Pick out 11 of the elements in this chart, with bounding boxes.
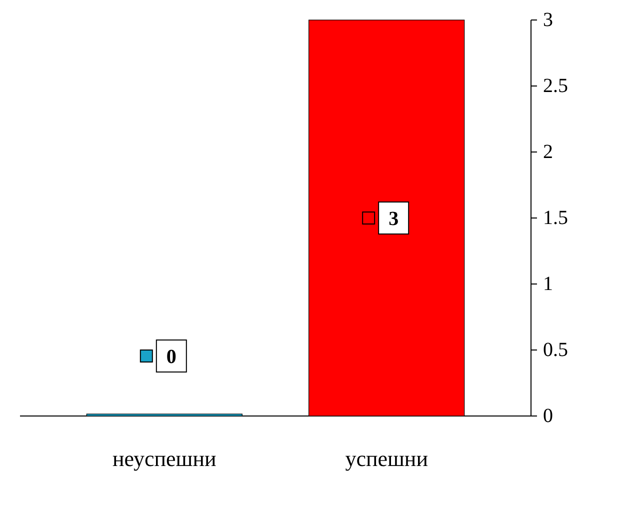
y-tick-label: 1.5 (543, 207, 568, 229)
y-tick-label: 0 (543, 405, 553, 427)
data-label: 3 (388, 208, 399, 230)
y-tick-label: 0.5 (543, 339, 568, 361)
y-tick-label: 1 (543, 273, 553, 295)
y-tick-label: 3 (543, 9, 553, 31)
y-tick-label: 2.5 (543, 75, 568, 97)
data-label: 0 (166, 346, 176, 368)
y-tick-label: 2 (543, 141, 553, 163)
x-tick-label: неуспешни (112, 446, 217, 471)
x-tick-label: успешни (345, 446, 428, 471)
